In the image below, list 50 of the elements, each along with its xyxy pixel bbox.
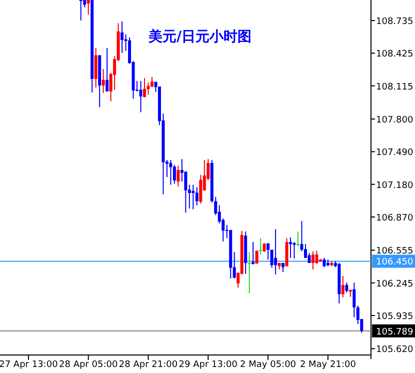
- candlestick: [255, 250, 258, 264]
- candlestick: [296, 231, 300, 247]
- x-tick-label: 28 Apr 05:00: [59, 360, 118, 370]
- ref-line-label: 106.450: [376, 258, 414, 268]
- candlestick: [176, 165, 180, 187]
- candlestick: [252, 242, 255, 266]
- y-tick-label: 108.425: [376, 50, 414, 60]
- candlestick: [352, 282, 356, 318]
- y-tick-label: 107.800: [376, 116, 414, 126]
- y-tick-label: 106.245: [376, 279, 414, 290]
- candlestick: [341, 275, 344, 298]
- candlestick: [143, 77, 146, 98]
- candlestick: [172, 164, 176, 184]
- x-tick-label: 28 Apr 21:00: [118, 360, 178, 370]
- x-tick-label: 27 Apr 13:00: [0, 360, 58, 370]
- candlestick: [266, 242, 270, 260]
- x-tick-label: 2 May 05:00: [240, 360, 296, 370]
- y-tick-label: 107.490: [376, 148, 414, 158]
- candlestick: [311, 250, 314, 270]
- y-tick-label: 108.735: [376, 17, 414, 28]
- candlestick: [289, 236, 292, 258]
- y-tick-label: 108.115: [376, 82, 414, 92]
- x-tick-label: 2 May 21:00: [300, 360, 356, 370]
- candlestick: [94, 47, 98, 88]
- candlestick: [259, 238, 262, 256]
- candlestick: [79, 0, 82, 22]
- candlestick: [139, 80, 142, 113]
- candlestick: [120, 20, 124, 54]
- candlestick: [195, 186, 198, 206]
- candlestick: [315, 250, 318, 264]
- candlestick: [248, 251, 251, 294]
- candlestick: [322, 257, 326, 268]
- y-tick-label: 106.870: [376, 214, 414, 224]
- candlestick: [274, 228, 278, 275]
- ref-line-label: 105.789: [376, 327, 414, 338]
- candlestick: [86, 0, 90, 16]
- candlestick: [308, 252, 311, 264]
- y-tick-label: 106.555: [376, 246, 414, 257]
- text: 美元/日元小时图: [147, 28, 252, 45]
- x-tick-label: 29 Apr 13:00: [178, 360, 238, 370]
- y-tick-label: 105.935: [376, 312, 414, 322]
- candlestick: [292, 242, 296, 260]
- candlestick: [345, 282, 348, 294]
- candlestick: [199, 174, 202, 204]
- candlestick: [106, 47, 109, 92]
- y-tick-label: 107.180: [376, 180, 414, 191]
- y-tick-label: 105.620: [376, 345, 414, 356]
- candlestick: [192, 184, 195, 210]
- candlestick: [102, 68, 105, 94]
- candlestick: [169, 160, 172, 186]
